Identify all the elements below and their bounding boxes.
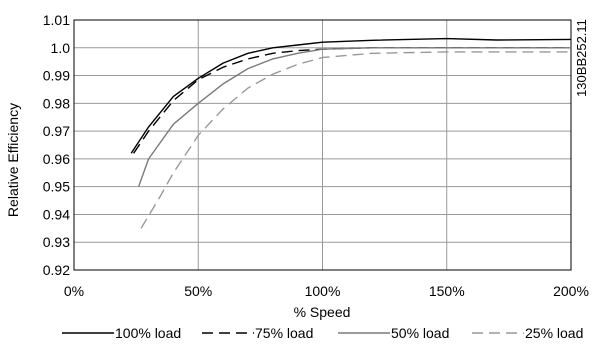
y-tick-label: 0.97 <box>43 123 70 139</box>
y-tick-label: 0.93 <box>43 234 70 250</box>
legend-label: 50% load <box>391 325 449 341</box>
y-tick-labels: 0.92 0.93 0.94 0.95 0.96 0.97 0.98 0.99 1.0 1.01 <box>43 12 70 278</box>
plot-frame <box>73 19 572 271</box>
series-line-1 <box>130 37 572 154</box>
y-tick-label: 0.95 <box>43 179 70 195</box>
series-line-2 <box>133 47 571 154</box>
x-axis-label: % Speed <box>294 304 351 320</box>
y-tick-label: 0.96 <box>43 151 70 167</box>
y-tick-label: 0.92 <box>43 262 70 278</box>
series-line-4 <box>140 51 571 229</box>
y-tick-label: 0.99 <box>43 68 70 84</box>
x-tick-label: 50% <box>184 283 212 299</box>
x-tick-label: 150% <box>429 283 465 299</box>
series-layer <box>130 37 572 229</box>
series-line-3 <box>137 47 571 187</box>
legend-label: 25% load <box>525 325 583 341</box>
legend: 100% load 75% load 50% load 25% load <box>62 325 583 341</box>
x-tick-label: 200% <box>553 283 589 299</box>
legend-label: 75% load <box>255 325 313 341</box>
document-code: 130BB252.11 <box>574 19 589 97</box>
y-axis-label: Relative Efficiency <box>5 103 21 217</box>
y-tick-label: 1.0 <box>51 40 71 56</box>
plot-border <box>73 19 572 271</box>
x-tick-label: 100% <box>305 283 341 299</box>
x-tick-labels: 0% 50% 100% 150% 200% <box>64 283 589 299</box>
x-tick-label: 0% <box>64 283 84 299</box>
y-tick-label: 1.01 <box>43 12 70 28</box>
legend-label: 100% load <box>115 325 181 341</box>
y-tick-label: 0.98 <box>43 95 70 111</box>
y-tick-label: 0.94 <box>43 206 70 222</box>
